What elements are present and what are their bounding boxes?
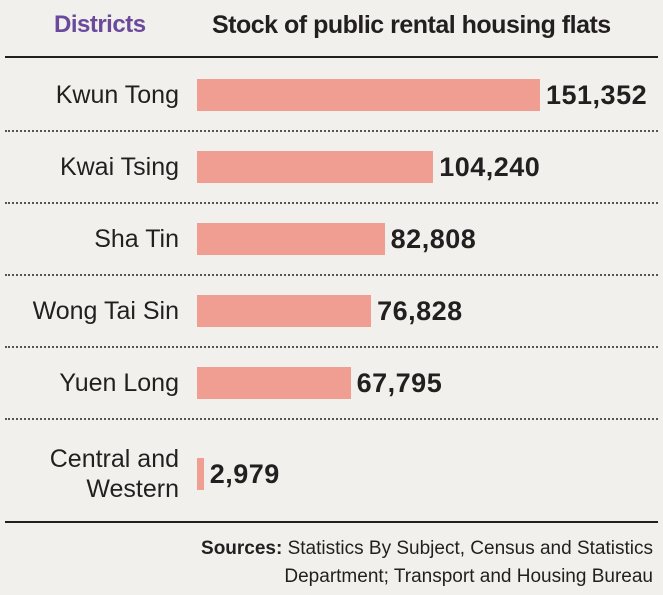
district-label: Yuen Long (59, 369, 179, 397)
bar (197, 151, 434, 183)
row-divider (5, 274, 658, 276)
bottom-rule (5, 521, 658, 523)
bar (197, 223, 385, 255)
row-divider (5, 418, 658, 420)
district-label: Kwai Tsing (59, 153, 179, 181)
row-divider (5, 130, 658, 132)
sources-key: Sources: (201, 538, 283, 559)
district-label: Sha Tin (94, 225, 179, 253)
table-header: Districts Stock of public rental housing… (0, 0, 663, 52)
district-label: Central and Western (49, 445, 179, 503)
bar-value-label: 104,240 (439, 152, 541, 182)
sources-note: Sources: Statistics By Subject, Census a… (93, 535, 653, 591)
bar-value-label: 76,828 (377, 296, 463, 326)
bar (197, 295, 372, 327)
row-divider (5, 346, 658, 348)
bar-value-label: 151,352 (546, 80, 648, 110)
stock-column-heading: Stock of public rental housing flats (212, 11, 611, 39)
bar-value-label: 82,808 (390, 224, 477, 254)
row-divider (5, 202, 658, 204)
bar (197, 79, 540, 111)
sources-line-2: Department; Transport and Housing Bureau (284, 566, 653, 587)
bar (197, 367, 351, 399)
bar (197, 458, 204, 490)
top-rule (5, 56, 658, 58)
bar-value-label: 2,979 (209, 459, 280, 489)
district-label: Wong Tai Sin (32, 297, 179, 325)
sources-line-1: Statistics By Subject, Census and Statis… (287, 538, 653, 559)
districts-column-heading: Districts (54, 11, 146, 38)
bar-value-label: 67,795 (356, 368, 443, 398)
district-label: Kwun Tong (55, 81, 179, 109)
